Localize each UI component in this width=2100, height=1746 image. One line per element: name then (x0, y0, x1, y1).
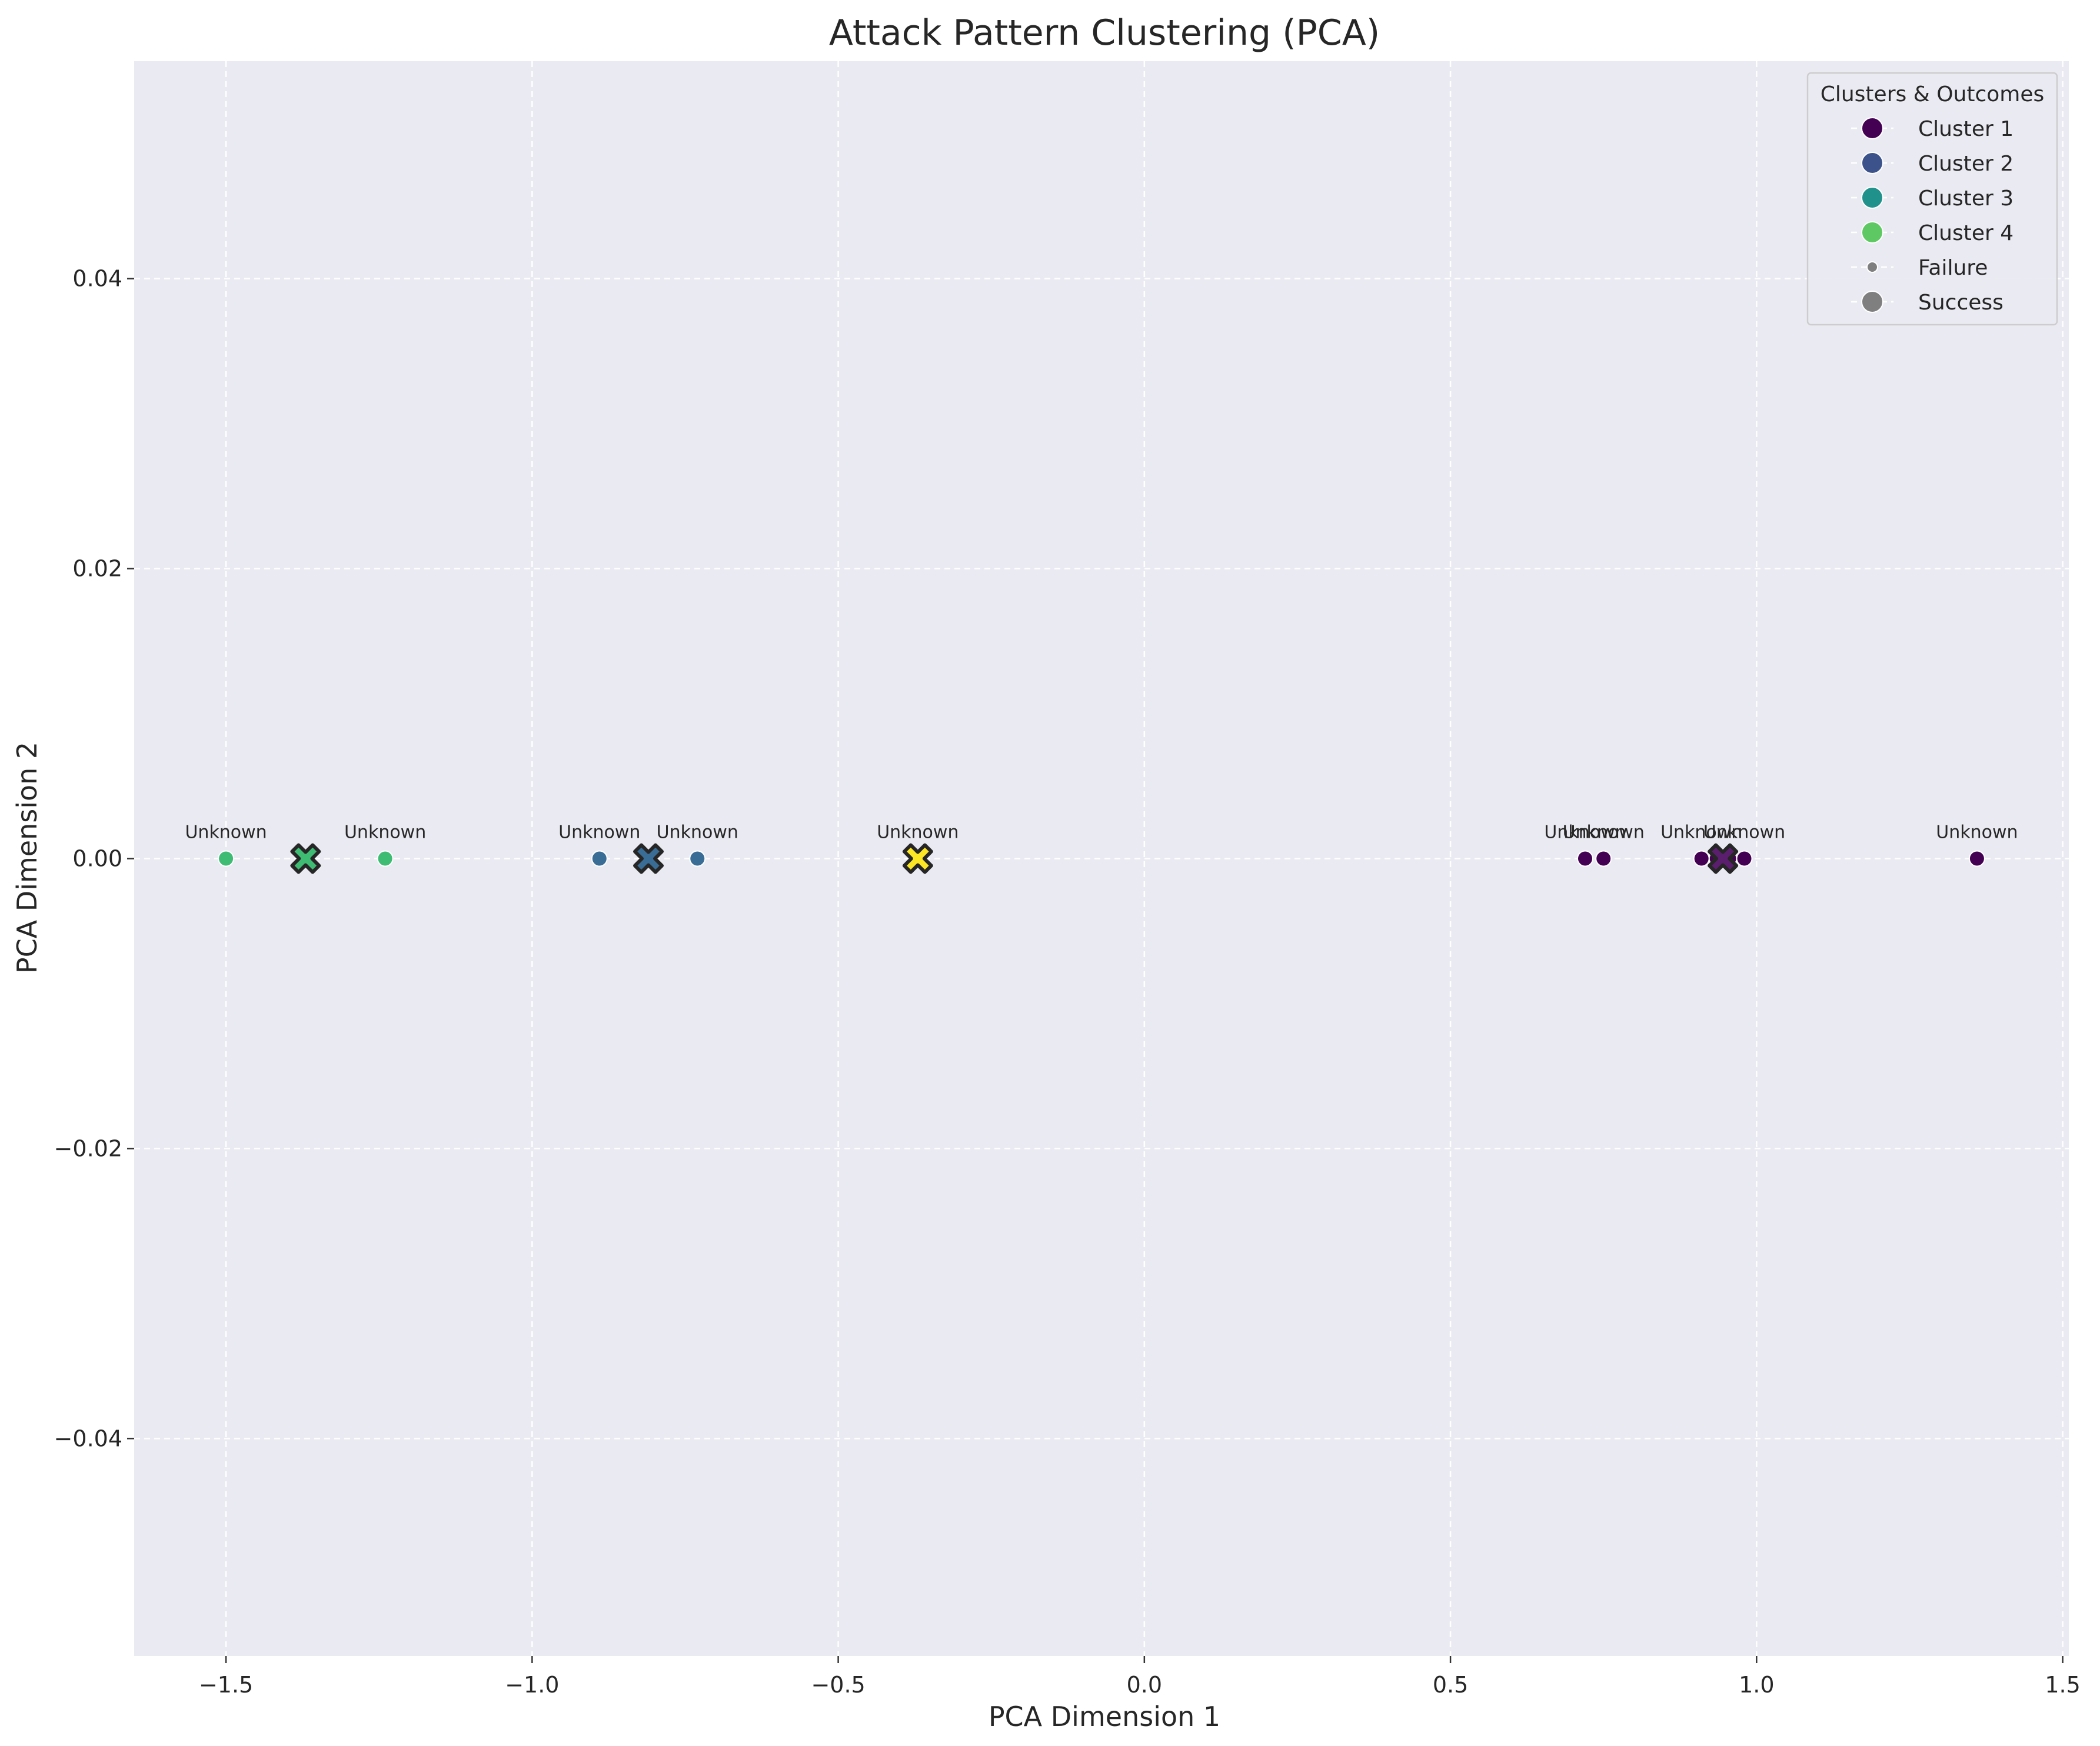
legend-entry: Cluster 4 (1851, 221, 2014, 245)
legend-label: Cluster 1 (1918, 117, 2014, 141)
x-tick-label: 0.0 (1127, 1672, 1162, 1698)
centroid-marker (1708, 843, 1739, 874)
legend-label: Cluster 3 (1918, 186, 2014, 211)
point-label: Unknown (657, 822, 738, 843)
point-label: Unknown (1563, 822, 1645, 843)
data-point (689, 850, 706, 867)
data-point (1595, 850, 1612, 867)
centroid-marker (290, 843, 321, 874)
point-label: Unknown (1660, 822, 1742, 843)
legend-entry: Cluster 2 (1851, 152, 2014, 176)
data-point (1736, 850, 1753, 867)
x-axis-label: PCA Dimension 1 (989, 1701, 1220, 1732)
x-tick-label: −0.5 (811, 1672, 865, 1698)
cluster-centroids (290, 843, 1739, 874)
legend-label: Failure (1918, 256, 1988, 280)
data-point (1577, 850, 1593, 867)
data-point (591, 850, 608, 867)
data-point (218, 850, 235, 867)
legend-label: Cluster 4 (1918, 221, 2014, 245)
y-tick-label: 0.00 (72, 846, 122, 872)
legend-marker (1861, 291, 1883, 313)
x-tick-label: 0.5 (1433, 1672, 1468, 1698)
point-label: Unknown (1544, 822, 1626, 843)
legend: Clusters & Outcomes Cluster 1 Cluster 2 Clu… (1806, 72, 2058, 326)
point-label: Unknown (877, 822, 959, 843)
legend-marker (1861, 117, 1883, 139)
data-point (1693, 850, 1710, 867)
point-label: Unknown (558, 822, 640, 843)
legend-entry: Cluster 3 (1851, 186, 2014, 211)
point-labels: Unknown Unknown Unknown Unknown UnknownUnkno… (185, 822, 2018, 843)
legend-marker (1861, 152, 1883, 174)
legend-entry: Cluster 1 (1851, 117, 2014, 141)
legend-title: Clusters & Outcomes (1821, 82, 2045, 106)
legend-marker (1866, 261, 1878, 273)
y-tick-label: −0.02 (54, 1135, 122, 1161)
x-tick-label: 1.0 (1739, 1672, 1774, 1698)
point-label: Unknown (1936, 822, 2018, 843)
legend-entry: Success (1851, 291, 2004, 315)
x-tick-label: −1.5 (199, 1672, 253, 1698)
point-label: Unknown (185, 822, 267, 843)
y-axis-label: PCA Dimension 2 (11, 742, 43, 974)
point-label: Unknown (1703, 822, 1785, 843)
legend-entry: Failure (1851, 256, 1988, 280)
centroid-marker (902, 843, 933, 874)
x-tick-label: −1.0 (505, 1672, 559, 1698)
y-tick-label: −0.04 (54, 1425, 122, 1451)
y-axis-ticks: −0.04 −0.02 0.00 0.02 0.04 (54, 266, 134, 1451)
chart-title: Attack Pattern Clustering (PCA) (829, 12, 1380, 54)
x-axis-ticks: −1.5 −1.0 −0.5 0.0 0.5 1.0 1.5 (199, 1656, 2081, 1698)
y-tick-label: 0.02 (72, 556, 122, 582)
legend-marker (1861, 186, 1883, 209)
x-tick-label: 1.5 (2045, 1672, 2080, 1698)
data-point (377, 850, 394, 867)
centroid-marker (633, 843, 664, 874)
point-label: Unknown (344, 822, 426, 843)
legend-marker (1861, 221, 1883, 244)
y-tick-label: 0.04 (72, 266, 122, 292)
legend-label: Cluster 2 (1918, 152, 2014, 176)
legend-label: Success (1918, 291, 2004, 315)
data-point (1968, 850, 1985, 867)
